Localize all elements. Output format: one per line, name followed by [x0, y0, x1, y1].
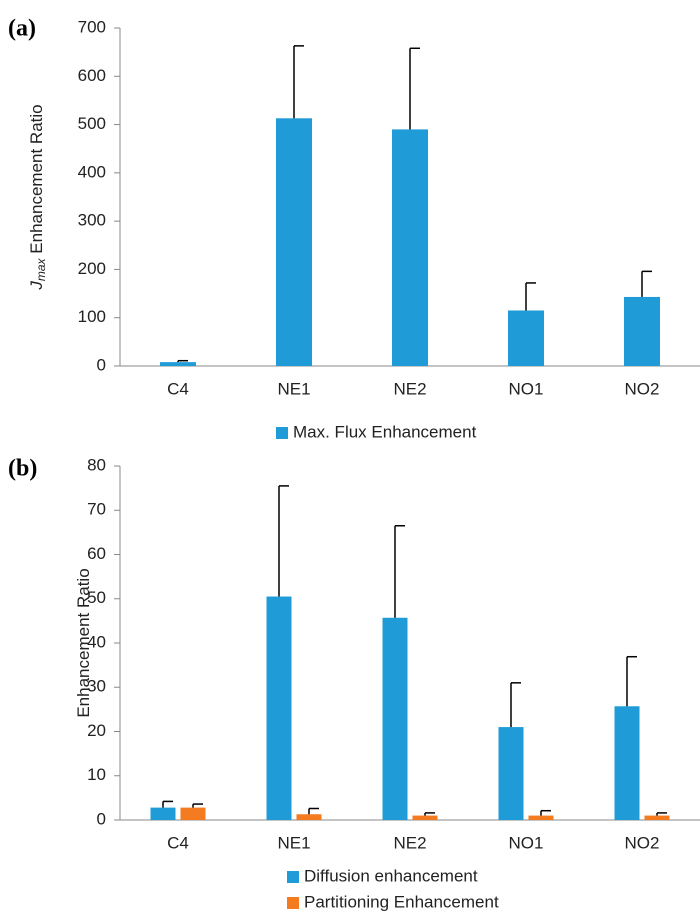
bar [624, 296, 660, 366]
bar [266, 596, 292, 820]
error-bar [510, 682, 521, 728]
error-bar [192, 803, 203, 808]
y-axis-label: Enhancement Ratio [74, 568, 93, 717]
error-bar [656, 812, 667, 816]
y-tick-label: 40 [87, 632, 106, 651]
x-tick-label: C4 [167, 833, 189, 852]
legend-label: Diffusion enhancement [304, 866, 478, 885]
y-tick-label: 70 [87, 500, 106, 519]
error-bar [409, 47, 420, 130]
y-tick-label: 700 [78, 17, 106, 36]
error-bar [308, 807, 319, 815]
panel-label: (a) [8, 16, 36, 42]
y-tick-label: 300 [78, 211, 106, 230]
error-bar [540, 809, 551, 816]
y-axis-label-part: Enhancement Ratio [74, 568, 93, 717]
y-axis-label-part: J [27, 281, 46, 291]
y-tick-label: 600 [78, 66, 106, 85]
error-bar [177, 359, 188, 363]
error-bar [293, 45, 304, 119]
y-tick-label: 20 [87, 721, 106, 740]
error-bar [278, 485, 289, 597]
error-bar [162, 800, 173, 808]
bar [160, 362, 196, 366]
y-tick-label: 80 [87, 455, 106, 474]
bar [382, 617, 408, 820]
legend-label: Partitioning Enhancement [304, 892, 499, 911]
x-tick-label: NO1 [509, 379, 544, 398]
y-tick-label: 30 [87, 677, 106, 696]
bar [508, 310, 544, 366]
y-tick-label: 400 [78, 162, 106, 181]
y-axis-label-subscript: max [34, 257, 48, 281]
bar [644, 815, 670, 820]
bar [412, 815, 438, 820]
y-tick-label: 200 [78, 259, 106, 278]
y-tick-label: 0 [97, 809, 106, 828]
error-bar [626, 655, 637, 707]
bar [614, 706, 640, 820]
panel-label: (b) [8, 456, 37, 482]
bar [498, 727, 524, 820]
y-tick-label: 0 [97, 355, 106, 374]
legend-swatch [287, 897, 299, 909]
bar [392, 129, 428, 366]
legend-swatch [276, 427, 288, 439]
error-bar [641, 270, 652, 297]
x-tick-label: NE2 [393, 379, 426, 398]
x-tick-label: NO2 [625, 833, 660, 852]
y-tick-label: 50 [87, 588, 106, 607]
bar [296, 814, 322, 820]
x-tick-label: NE1 [277, 833, 310, 852]
x-tick-label: NO1 [509, 833, 544, 852]
y-tick-label: 60 [87, 544, 106, 563]
error-bar [525, 282, 536, 311]
x-tick-label: C4 [167, 379, 189, 398]
y-tick-label: 500 [78, 114, 106, 133]
y-tick-label: 10 [87, 765, 106, 784]
x-tick-label: NO2 [625, 379, 660, 398]
y-tick-label: 100 [78, 307, 106, 326]
bar [150, 807, 176, 820]
y-axis-label-part: Enhancement Ratio [27, 104, 46, 258]
x-tick-label: NE1 [277, 379, 310, 398]
x-tick-label: NE2 [393, 833, 426, 852]
bar [276, 118, 312, 367]
error-bar [424, 812, 435, 816]
y-axis-label: Jmax Enhancement Ratio [27, 104, 48, 290]
bar [528, 815, 554, 820]
legend-label: Max. Flux Enhancement [293, 422, 477, 441]
bar [180, 807, 206, 820]
error-bar [394, 524, 405, 618]
legend-swatch [287, 871, 299, 883]
